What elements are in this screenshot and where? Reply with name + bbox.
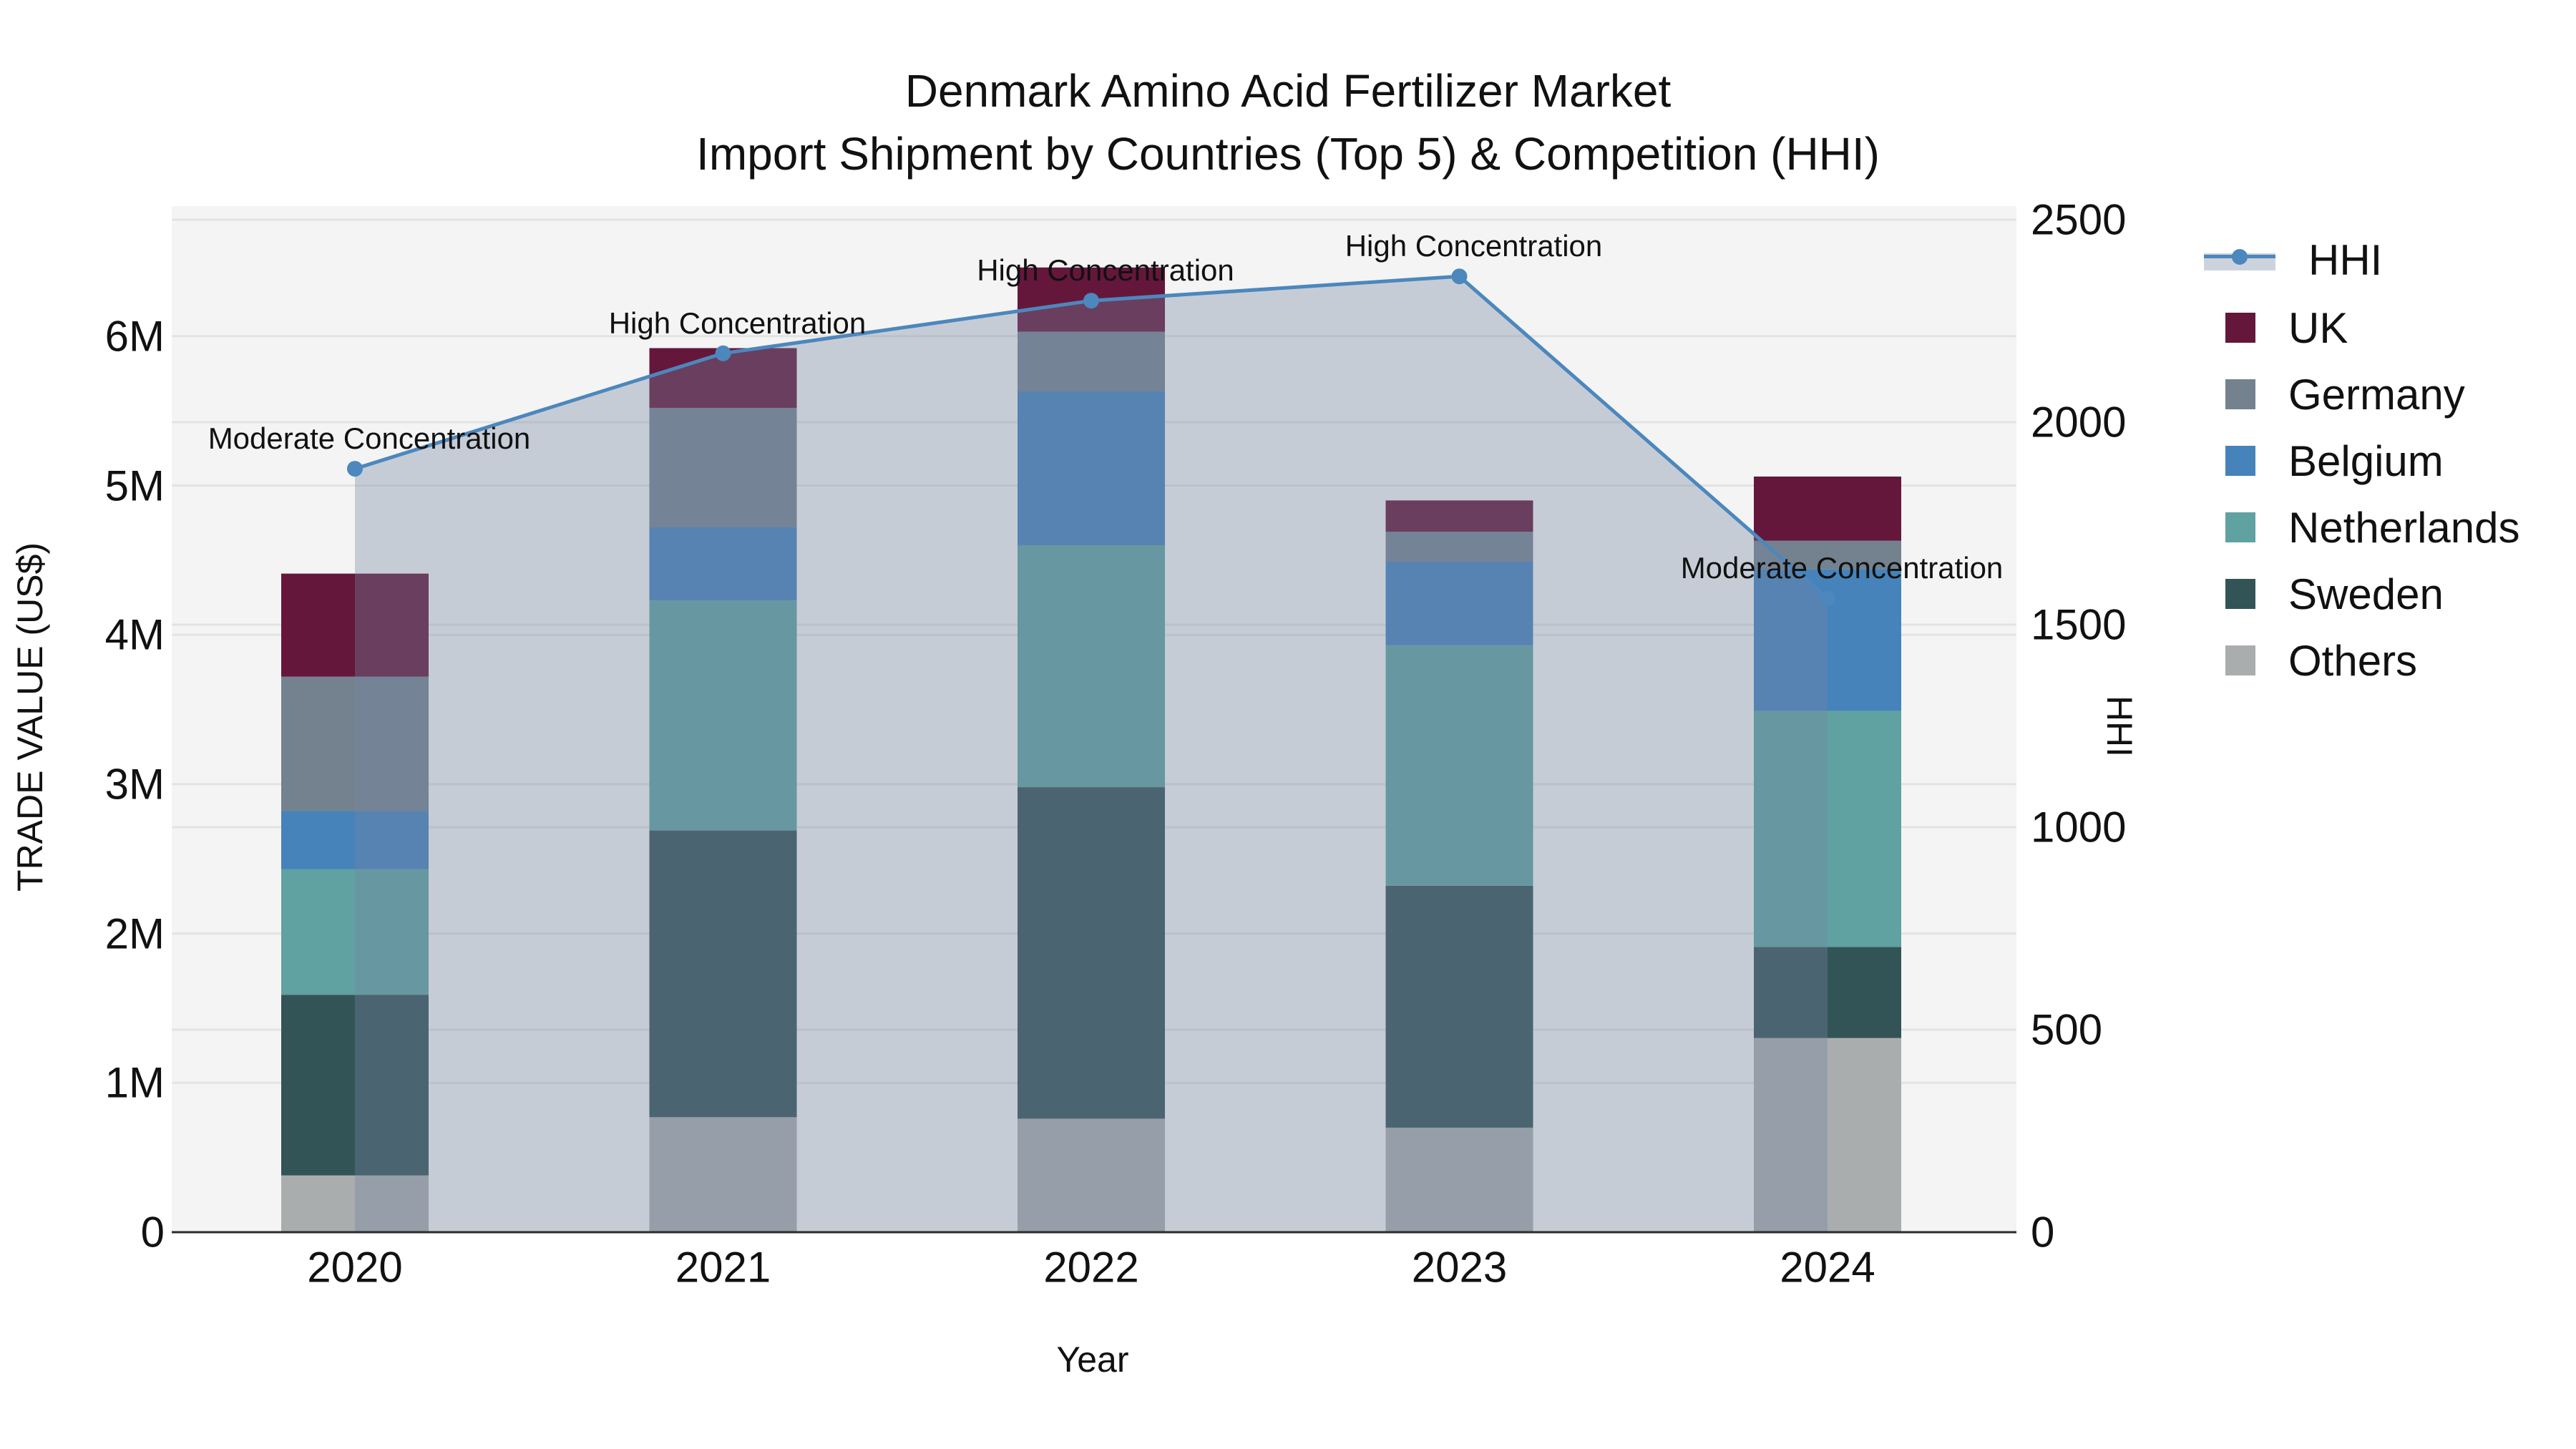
bar-segment-2020-netherlands bbox=[281, 869, 429, 995]
bar-segment-2024-others bbox=[1754, 1038, 1901, 1232]
legend-item-uk: UK bbox=[2204, 303, 2348, 352]
y2-tick-0: 0 bbox=[2031, 1208, 2055, 1257]
legend-hhi-marker bbox=[2232, 249, 2248, 265]
legend-hhi-line-sample bbox=[2204, 249, 2275, 270]
bar-segment-2022-netherlands bbox=[1018, 545, 1165, 788]
y2-tick-1000: 1000 bbox=[2031, 803, 2127, 852]
bar-segment-2023-others bbox=[1385, 1127, 1533, 1232]
legend-label-netherlands: Netherlands bbox=[2288, 503, 2520, 552]
bar-segment-2023-belgium bbox=[1385, 561, 1533, 645]
bar-segment-2022-sweden bbox=[1018, 787, 1165, 1119]
x-tick-2022: 2022 bbox=[1043, 1243, 1139, 1292]
y2-tick-500: 500 bbox=[2031, 1005, 2103, 1054]
x-axis-title: Year bbox=[1056, 1340, 1129, 1380]
bar-segment-2023-germany bbox=[1385, 532, 1533, 562]
hhi-marker-2023 bbox=[1451, 268, 1468, 285]
annotation-2024: Moderate Concentration bbox=[1680, 551, 2004, 585]
annotation-2020: Moderate Concentration bbox=[208, 421, 531, 456]
legend-label-others: Others bbox=[2288, 636, 2418, 685]
hhi-marker-2024 bbox=[1820, 590, 1835, 607]
annotation-2021: High Concentration bbox=[608, 306, 867, 340]
legend-swatch-belgium bbox=[2225, 446, 2255, 476]
legend-swatch-others bbox=[2225, 645, 2255, 675]
bar-segment-2024-netherlands bbox=[1754, 711, 1901, 947]
bar-segment-2022-others bbox=[1018, 1118, 1165, 1232]
hhi-marker-2021 bbox=[715, 345, 731, 361]
legend-item-germany: Germany bbox=[2204, 370, 2465, 419]
bar-segment-2020-germany bbox=[281, 676, 429, 811]
y2-tick-2000: 2000 bbox=[2031, 398, 2127, 447]
y-tick-6M: 6M bbox=[104, 312, 165, 361]
bar-segment-2020-others bbox=[281, 1175, 429, 1232]
x-tick-2021: 2021 bbox=[675, 1243, 771, 1292]
legend-item-sweden: Sweden bbox=[2204, 570, 2444, 618]
chart-title-line1: Denmark Amino Acid Fertilizer Market bbox=[904, 65, 1672, 117]
bar-segment-2024-uk bbox=[1754, 476, 1901, 541]
y2-tick-1500: 1500 bbox=[2031, 600, 2127, 649]
hhi-marker-2022 bbox=[1083, 293, 1099, 309]
y-tick-2M: 2M bbox=[104, 909, 165, 958]
bar-segment-2023-uk bbox=[1385, 500, 1533, 532]
legend-item-others: Others bbox=[2204, 636, 2418, 685]
y-tick-3M: 3M bbox=[104, 760, 165, 809]
bar-segment-2022-germany bbox=[1018, 331, 1165, 392]
legend-swatch-germany bbox=[2225, 379, 2255, 409]
bar-segment-2020-uk bbox=[281, 573, 429, 677]
bar-segment-2021-netherlands bbox=[649, 600, 797, 831]
legend-label-uk: UK bbox=[2288, 303, 2348, 352]
bar-segment-2020-belgium bbox=[281, 811, 429, 869]
legend-swatch-netherlands bbox=[2225, 512, 2255, 542]
x-tick-2023: 2023 bbox=[1411, 1243, 1508, 1292]
legend-item-netherlands: Netherlands bbox=[2204, 503, 2520, 552]
legend-item-hhi: HHI bbox=[2204, 235, 2383, 284]
y-tick-5M: 5M bbox=[104, 462, 165, 509]
y-tick-4M: 4M bbox=[104, 610, 165, 659]
bar-segment-2021-germany bbox=[649, 407, 797, 527]
hhi-marker-2020 bbox=[347, 461, 363, 477]
bar-segment-2023-sweden bbox=[1385, 885, 1533, 1128]
legend-label-germany: Germany bbox=[2288, 370, 2465, 419]
bar-segment-2023-netherlands bbox=[1385, 645, 1533, 886]
y2-axis-title: HHI bbox=[2099, 695, 2140, 758]
legend-swatch-sweden bbox=[2225, 579, 2255, 609]
legend-label-hhi: HHI bbox=[2308, 235, 2383, 284]
legend-swatch-uk bbox=[2225, 313, 2255, 343]
hhi-area-fill bbox=[355, 276, 1828, 1232]
y2-tick-2500: 2500 bbox=[2031, 195, 2127, 244]
x-tick-2024: 2024 bbox=[1780, 1243, 1875, 1292]
legend-label-belgium: Belgium bbox=[2288, 436, 2444, 485]
bar-segment-2024-sweden bbox=[1754, 947, 1901, 1038]
bar-segment-2020-sweden bbox=[281, 995, 429, 1176]
annotation-2022: High Concentration bbox=[977, 253, 1234, 288]
bar-segment-2021-others bbox=[649, 1117, 797, 1232]
bar-segment-2022-belgium bbox=[1018, 391, 1165, 545]
bar-segment-2021-sweden bbox=[649, 830, 797, 1118]
y-axis-title: TRADE VALUE (US$) bbox=[10, 542, 50, 892]
chart-title-line2: Import Shipment by Countries (Top 5) & C… bbox=[696, 128, 1880, 180]
x-tick-2020: 2020 bbox=[307, 1243, 403, 1292]
legend-item-belgium: Belgium bbox=[2204, 436, 2444, 485]
y-tick-0: 0 bbox=[140, 1208, 165, 1257]
bar-segment-2021-belgium bbox=[649, 527, 797, 601]
y-tick-1M: 1M bbox=[104, 1058, 165, 1107]
legend-label-sweden: Sweden bbox=[2288, 570, 2444, 618]
annotation-2023: High Concentration bbox=[1345, 229, 1603, 263]
